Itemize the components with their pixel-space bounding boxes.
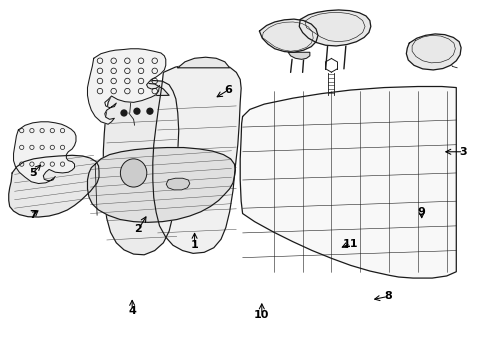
Polygon shape [240,86,456,278]
Polygon shape [88,49,166,124]
Circle shape [147,108,153,114]
Text: 8: 8 [384,292,392,301]
Polygon shape [103,81,179,255]
Circle shape [134,108,140,114]
Text: 6: 6 [224,85,232,95]
Text: 11: 11 [343,239,358,248]
Circle shape [121,110,127,116]
Text: 4: 4 [128,306,136,315]
Polygon shape [88,148,235,222]
Polygon shape [153,64,241,253]
Polygon shape [288,52,310,59]
Polygon shape [259,19,318,52]
Text: 10: 10 [254,310,270,320]
Text: 2: 2 [135,224,142,234]
Polygon shape [178,57,230,68]
Polygon shape [299,10,371,46]
Text: 5: 5 [29,168,37,178]
Polygon shape [14,122,76,184]
Polygon shape [116,83,169,96]
Text: 1: 1 [191,240,198,250]
Polygon shape [166,178,190,190]
Polygon shape [406,34,461,70]
Polygon shape [9,155,99,217]
Text: 3: 3 [460,147,467,157]
Ellipse shape [121,159,147,187]
Text: 9: 9 [418,207,426,217]
Text: 7: 7 [29,210,37,220]
